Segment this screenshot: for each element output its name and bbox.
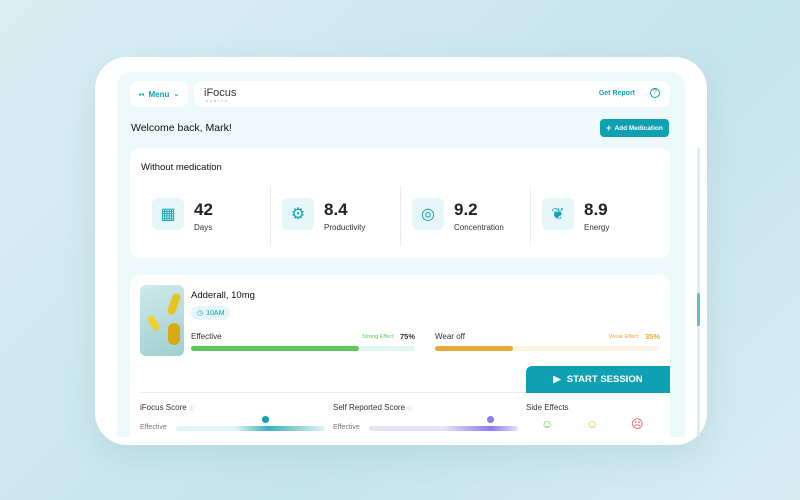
dose-time: 10AM <box>206 309 225 317</box>
logo-sub: HABITS <box>206 99 229 103</box>
stat-label: Productivity <box>324 223 366 232</box>
medication-image <box>140 285 184 356</box>
start-session-label: START SESSION <box>566 374 643 385</box>
wearoff-value: 35% <box>645 332 661 341</box>
wearoff-tag: Weak Effect <box>609 334 639 340</box>
stat-label: Energy <box>584 223 610 232</box>
stat-energy: ❦ 8.9 Energy <box>532 186 662 246</box>
welcome-heading: Welcome back, Mark! <box>131 122 232 134</box>
ifocus-score-title: iFocus Score ⓘ <box>140 403 194 412</box>
help-icon[interactable]: ? <box>650 88 660 98</box>
wearoff-bar-track <box>435 346 659 351</box>
stat-label: Concentration <box>454 223 504 232</box>
stat-concentration: ◎ 9.2 Concentration <box>402 186 532 246</box>
self-score-marker[interactable] <box>487 416 494 423</box>
stat-value: 8.4 <box>324 200 348 219</box>
stat-productivity: ⚙ 8.4 Productivity <box>272 186 402 246</box>
self-score-title: Self Reported Score ⓘ <box>333 403 413 412</box>
get-report-link[interactable]: Get Report <box>598 90 635 97</box>
plus-icon: + <box>606 123 612 133</box>
side-effects-title: Side Effects <box>526 403 569 412</box>
effective-bar-fill <box>191 346 359 351</box>
stat-value: 9.2 <box>454 200 478 219</box>
stat-value: 8.9 <box>584 200 608 219</box>
happy-face-icon[interactable]: ☺ <box>541 417 554 431</box>
clock-icon: ◷ <box>197 310 204 317</box>
ifocus-score-slider[interactable] <box>176 426 325 431</box>
productivity-icon: ⚙ <box>282 198 314 230</box>
effective-value: 75% <box>400 332 416 341</box>
card-title: Without medication <box>141 162 222 173</box>
logo: iFocus <box>204 87 237 99</box>
calendar-icon: ▦ <box>152 198 184 230</box>
target-icon: ◎ <box>412 198 444 230</box>
scrollbar-thumb[interactable] <box>697 293 700 326</box>
divider <box>270 186 271 246</box>
effective-bar-track <box>191 346 415 351</box>
medication-name: Adderall, 10mg <box>191 290 255 301</box>
stat-label: Days <box>194 223 213 232</box>
self-score-slider[interactable] <box>369 426 518 431</box>
neutral-face-icon[interactable]: ☺ <box>586 417 599 431</box>
energy-leaf-icon: ❦ <box>542 198 574 230</box>
effective-label: Effective <box>191 332 222 341</box>
top-bar: iFocus HABITS Get Report ? <box>194 81 670 107</box>
play-icon: ▶ <box>553 374 561 385</box>
app-screen: ▪▪ Menu ⌄ iFocus HABITS Get Report ? Wel… <box>117 72 685 437</box>
menu-label: Menu <box>148 89 170 99</box>
add-medication-label: Add Medication <box>614 124 663 132</box>
stat-days: ▦ 42 Days <box>142 186 272 246</box>
start-session-button[interactable]: ▶ START SESSION <box>526 366 670 393</box>
self-row-label: Effective <box>333 424 360 431</box>
dose-time-badge: ◷ 10AM <box>191 306 231 320</box>
grid-icon: ▪▪ <box>138 89 145 99</box>
without-medication-card: Without medication ▦ 42 Days ⚙ 8.4 Productiv… <box>130 148 670 258</box>
scrollbar-track[interactable] <box>697 148 700 437</box>
effective-tag: Strong Effect <box>362 334 394 340</box>
ifocus-score-marker[interactable] <box>262 416 269 423</box>
stat-value: 42 <box>194 200 213 219</box>
ifocus-row-label: Effective <box>140 424 167 431</box>
wearoff-label: Wear off <box>435 332 465 341</box>
divider <box>530 186 531 246</box>
wearoff-bar-fill <box>435 346 514 351</box>
chevron-down-icon: ⌄ <box>173 91 180 98</box>
divider <box>400 186 401 246</box>
sad-face-icon[interactable]: ☹ <box>631 417 644 431</box>
add-medication-button[interactable]: + Add Medication <box>600 119 669 137</box>
medication-card: Adderall, 10mg ◷ 10AM Effective Strong Ef… <box>130 275 670 437</box>
menu-button[interactable]: ▪▪ Menu ⌄ <box>130 81 188 107</box>
divider <box>140 392 526 393</box>
